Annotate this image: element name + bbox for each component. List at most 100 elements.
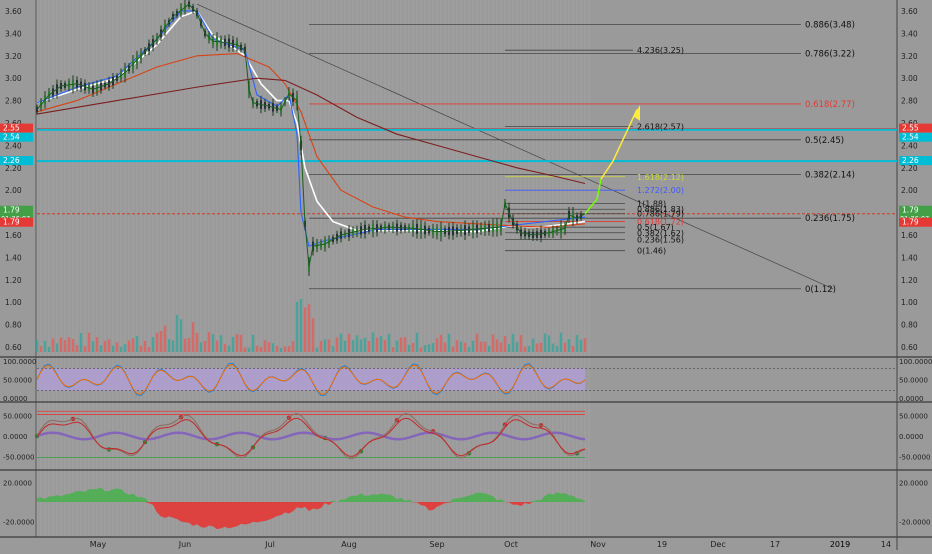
volume-bar <box>227 345 231 352</box>
price-label-box-left <box>0 156 33 166</box>
volume-bar <box>63 340 67 352</box>
volume-bar <box>347 333 351 352</box>
price-label-right: 1.79 <box>902 206 919 215</box>
price-label-right: 2.55 <box>902 124 919 133</box>
price-label-box-left <box>0 132 33 142</box>
volume-bar <box>399 337 403 352</box>
volume-bar <box>483 341 487 352</box>
volume-bar <box>551 343 555 352</box>
y-tick-label-right: 2.20 <box>901 164 918 173</box>
volume-bar <box>183 338 187 352</box>
y-tick-label-right: 1.00 <box>901 298 918 307</box>
y-tick-label-left: 2.40 <box>5 141 22 150</box>
volume-bar <box>567 339 571 352</box>
y-tick-label-right: 2.00 <box>901 186 918 195</box>
volume-bar <box>115 342 119 352</box>
projection-arrow-yellow <box>600 109 638 180</box>
fib-extension-label: 1.618(2.12) <box>637 173 684 182</box>
volume-bar <box>515 341 519 352</box>
y-tick-label-right: 2.40 <box>901 141 918 150</box>
volume-bar <box>519 335 523 352</box>
volume-bar <box>259 347 263 352</box>
volume-bar <box>447 333 451 352</box>
volume-bar <box>419 347 423 352</box>
volume-bar <box>471 340 475 352</box>
volume-bar <box>51 338 55 352</box>
volume-bar <box>315 347 319 352</box>
volume-bar <box>43 340 47 352</box>
osc-tick-right: -50.0000 <box>899 454 930 462</box>
hist-tick-left: -20.0000 <box>3 518 34 526</box>
fib-extension-label: 4.236(3.25) <box>637 46 684 55</box>
osc-line-2 <box>36 417 586 457</box>
projection-arrow-green <box>584 178 602 215</box>
volume-bar <box>143 340 147 352</box>
fib-extension-label: 0.786(1.79) <box>637 210 684 219</box>
fib-retracement-label: 0.236(1.75) <box>805 214 855 224</box>
x-tick-label: 17 <box>770 540 780 549</box>
volume-bar <box>79 332 83 352</box>
volume-bar <box>83 346 87 352</box>
volume-bar <box>119 346 123 352</box>
fib-retracement-label: 0.786(3.22) <box>805 50 855 60</box>
volume-bar <box>71 339 75 352</box>
volume-bar <box>571 346 575 352</box>
volume-bar <box>291 341 295 352</box>
volume-bar <box>207 332 211 352</box>
volume-bar <box>303 307 307 352</box>
price-label-box-left <box>0 217 33 227</box>
volume-bar <box>299 298 303 352</box>
trendline <box>196 3 834 290</box>
y-tick-label-right: 2.60 <box>901 119 918 128</box>
volume-bar <box>371 332 375 352</box>
volume-bar <box>351 340 355 352</box>
volume-bar <box>547 335 551 352</box>
fib-retracement-label: 0(1.12) <box>805 285 836 295</box>
volume-bar <box>191 322 195 352</box>
volume-bar <box>159 331 163 352</box>
y-tick-label-left: 1.60 <box>5 231 22 240</box>
fib-extension-label: 0.5(1.67) <box>637 223 674 232</box>
volume-bar <box>91 341 95 352</box>
price-label-box-right <box>899 156 932 166</box>
volume-bar <box>151 337 155 352</box>
volume-bar <box>271 343 275 352</box>
volume-bar <box>535 343 539 352</box>
volume-bar <box>375 337 379 352</box>
volume-bar <box>147 347 151 352</box>
volume-bar <box>579 339 583 352</box>
fib-retracement-label: 0.382(2.14) <box>805 171 855 181</box>
volume-bar <box>283 346 287 352</box>
volume-bar <box>275 345 279 352</box>
price-label-box-left <box>0 123 33 133</box>
volume-bar <box>179 319 183 352</box>
fib-extension-label: 2.618(2.57) <box>637 122 684 131</box>
y-tick-label-left: 2.20 <box>5 164 22 173</box>
volume-bar <box>39 346 43 352</box>
volume-bar <box>575 334 579 352</box>
volume-bar <box>359 339 363 352</box>
volume-bar <box>455 340 459 352</box>
y-tick-label-left: 2.80 <box>5 97 22 106</box>
volume-bar <box>583 338 587 352</box>
y-tick-label-left: 1.40 <box>5 253 22 262</box>
fib-extension-label: 1(1.88) <box>637 200 666 209</box>
projection-arrowhead <box>633 105 640 121</box>
stoch-tick-left: 100.0000 <box>3 358 36 366</box>
y-tick-label-right: 3.00 <box>901 74 918 83</box>
volume-bar <box>219 335 223 352</box>
y-tick-label-right: 0.80 <box>901 321 918 330</box>
volume-bar <box>171 340 175 352</box>
fib-retracement-label: 0.5(2.45) <box>805 136 844 146</box>
y-tick-label-left: 3.40 <box>5 29 22 38</box>
volume-bar <box>495 339 499 352</box>
volume-bar <box>187 337 191 352</box>
histogram-negative <box>37 502 585 530</box>
volume-bar <box>503 336 507 352</box>
volume-bar <box>383 339 387 352</box>
y-tick-label-right: 0.60 <box>901 343 918 352</box>
volume-bar <box>163 325 167 352</box>
